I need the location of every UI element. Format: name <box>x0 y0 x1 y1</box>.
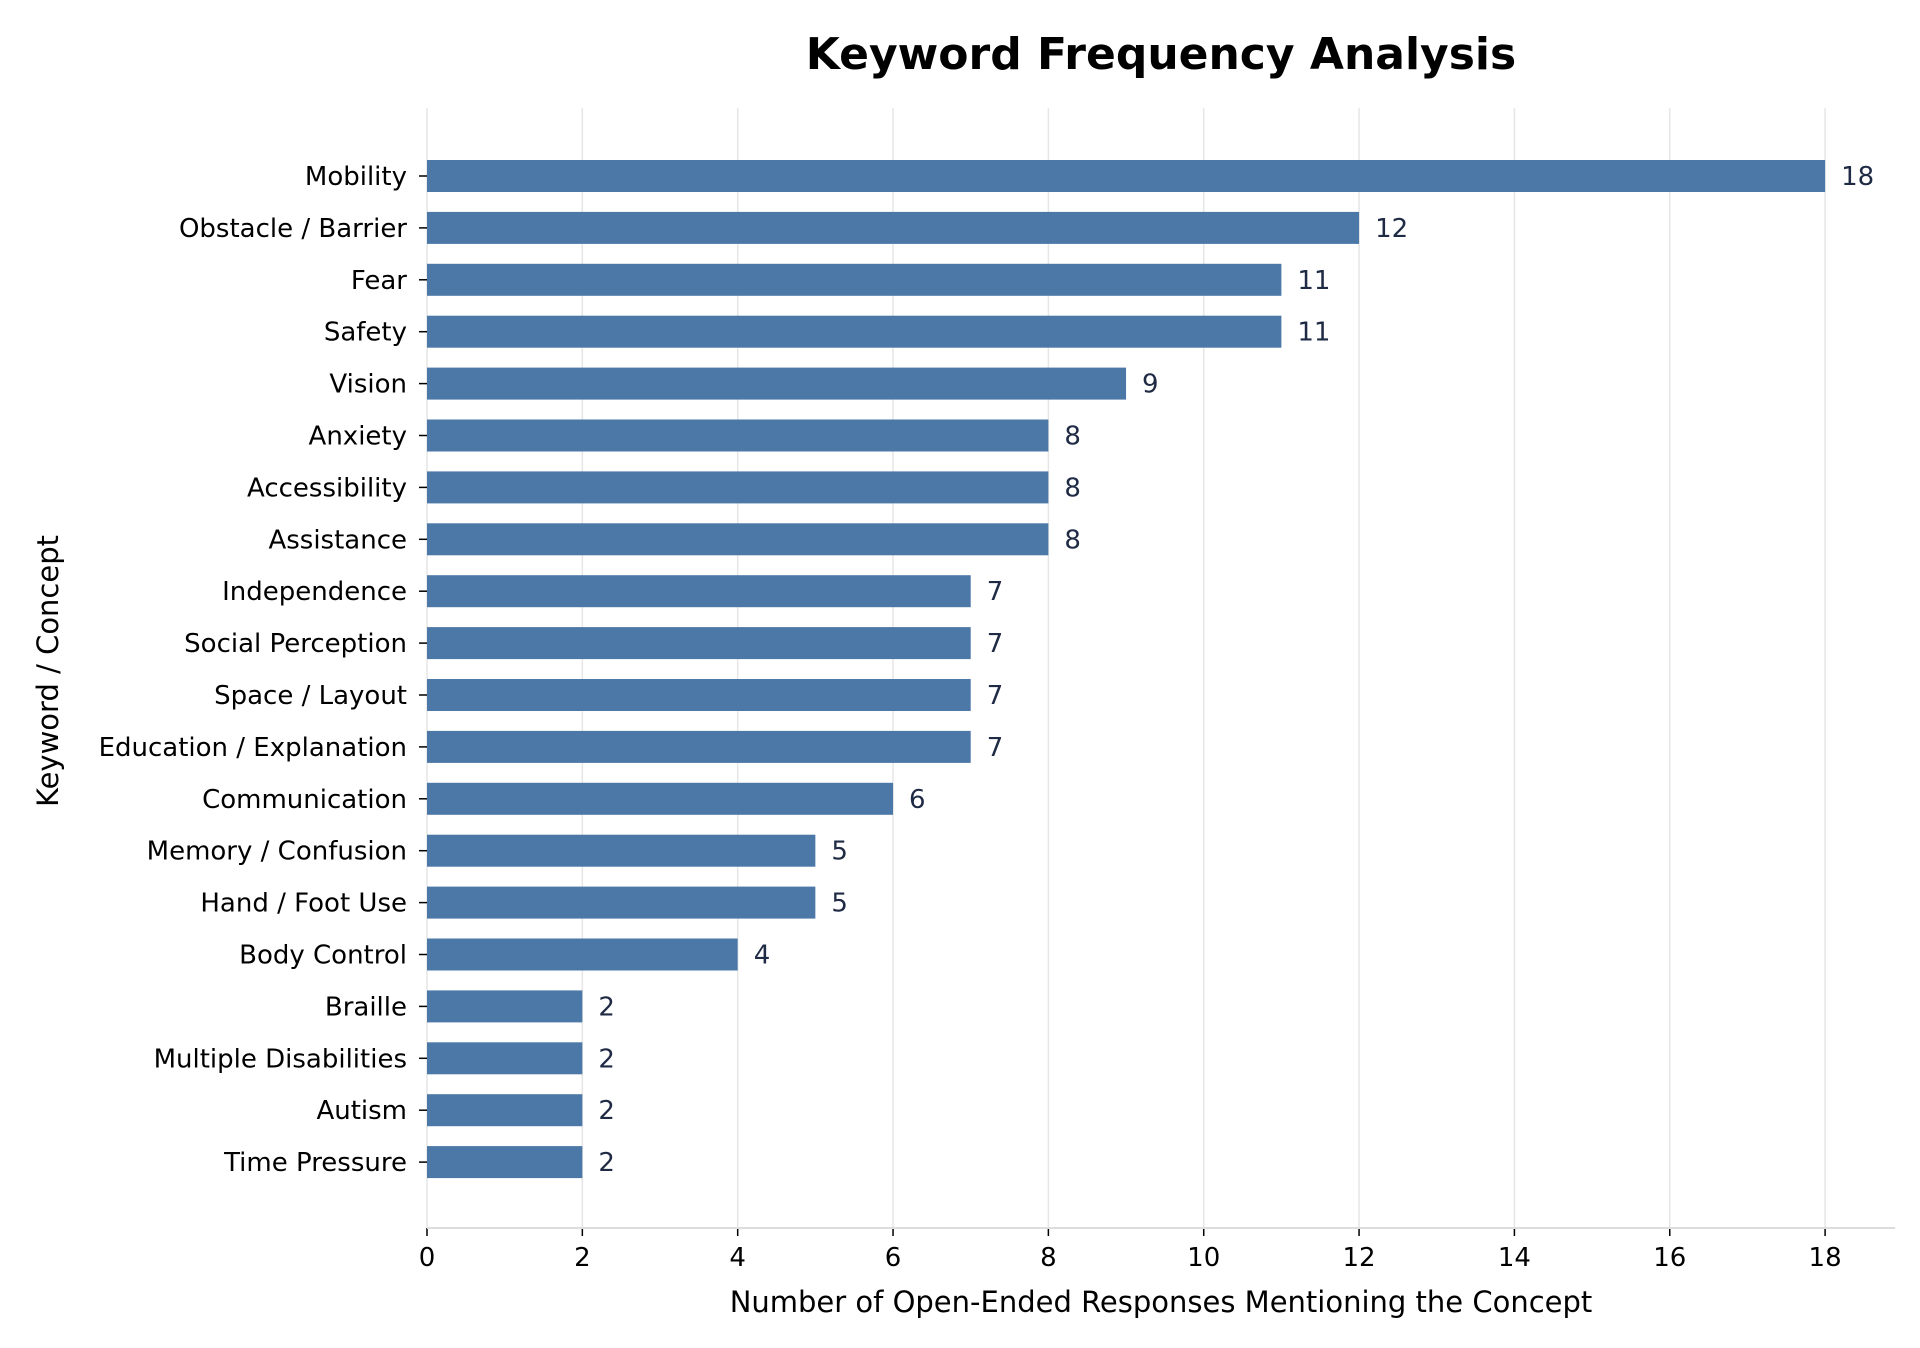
bar-value-label: 7 <box>987 733 1004 763</box>
y-tick-label: Communication <box>202 785 407 815</box>
bar-18 <box>427 1094 583 1127</box>
y-tick-label: Mobility <box>305 162 407 192</box>
bar-15 <box>427 938 738 971</box>
chart-title: Keyword Frequency Analysis <box>806 29 1516 80</box>
x-tick-label: 4 <box>729 1243 746 1273</box>
x-tick-label: 10 <box>1187 1243 1220 1273</box>
y-tick-label: Anxiety <box>309 422 407 452</box>
bar-16 <box>427 990 583 1023</box>
y-tick-label: Social Perception <box>184 629 407 659</box>
y-axis-title: Keyword / Concept <box>31 535 65 807</box>
bar-value-label: 7 <box>987 577 1004 607</box>
x-tick-label: 0 <box>419 1243 436 1273</box>
bar-value-label: 11 <box>1297 318 1330 348</box>
bar-value-label: 5 <box>831 889 848 919</box>
y-tick-label: Time Pressure <box>223 1148 407 1178</box>
y-tick-label: Education / Explanation <box>99 733 407 763</box>
x-tick-label: 12 <box>1343 1243 1376 1273</box>
y-tick-label: Independence <box>222 577 407 607</box>
y-tick-label: Multiple Disabilities <box>154 1044 407 1074</box>
bar-12 <box>427 782 894 815</box>
bar-6 <box>427 471 1049 504</box>
y-tick-label: Assistance <box>268 525 407 555</box>
bar-value-label: 9 <box>1142 370 1159 400</box>
y-tick-label: Vision <box>329 370 407 400</box>
y-tick-label: Accessibility <box>247 473 407 503</box>
x-tick-label: 2 <box>574 1243 591 1273</box>
x-tick-label: 14 <box>1498 1243 1531 1273</box>
bar-value-label: 18 <box>1841 162 1874 192</box>
y-tick-label: Braille <box>325 992 407 1022</box>
bar-8 <box>427 575 971 608</box>
bar-11 <box>427 730 971 763</box>
bar-5 <box>427 419 1049 452</box>
y-tick-label: Memory / Confusion <box>147 837 407 867</box>
x-tick-label: 6 <box>885 1243 902 1273</box>
y-tick-label: Space / Layout <box>214 681 407 711</box>
y-tick-label: Body Control <box>239 941 407 971</box>
bar-1 <box>427 211 1360 244</box>
bar-4 <box>427 367 1127 400</box>
x-axis-title: Number of Open-Ended Responses Mentionin… <box>730 1285 1593 1319</box>
y-tick-label: Safety <box>324 318 407 348</box>
bar-19 <box>427 1146 583 1179</box>
y-tick-label: Autism <box>316 1096 407 1126</box>
bar-2 <box>427 263 1282 296</box>
x-tick-label: 8 <box>1040 1243 1057 1273</box>
y-tick-label: Fear <box>351 266 407 296</box>
bar-value-label: 7 <box>987 629 1004 659</box>
bar-value-label: 6 <box>909 785 926 815</box>
bar-value-label: 2 <box>598 1044 615 1074</box>
bar-0 <box>427 160 1826 192</box>
bar-value-label: 4 <box>754 941 771 971</box>
bar-value-label: 2 <box>598 992 615 1022</box>
x-tick-label: 18 <box>1809 1243 1842 1273</box>
bar-value-label: 12 <box>1375 214 1408 244</box>
axes: 0 2 4 6 8 10 12 14 16 18 Mobility Obstacle / Barrie… <box>99 162 1895 1273</box>
bar-9 <box>427 627 971 660</box>
bar-13 <box>427 834 816 867</box>
bar-10 <box>427 679 971 711</box>
bar-value-label: 7 <box>987 681 1004 711</box>
x-tick-label: 16 <box>1653 1243 1686 1273</box>
bars: 18 12 11 11 9 8 8 8 7 7 7 7 6 5 5 4 2 2 2 2 <box>427 160 1874 1179</box>
bar-value-label: 8 <box>1064 525 1081 555</box>
bar-3 <box>427 315 1282 348</box>
y-tick-label: Obstacle / Barrier <box>179 214 407 244</box>
bar-value-label: 8 <box>1064 473 1081 503</box>
bar-value-label: 5 <box>831 837 848 867</box>
bar-14 <box>427 886 816 919</box>
bar-value-label: 11 <box>1297 266 1330 296</box>
bar-value-label: 8 <box>1064 422 1081 452</box>
bar-value-label: 2 <box>598 1096 615 1126</box>
bar-17 <box>427 1042 583 1075</box>
bar-value-label: 2 <box>598 1148 615 1178</box>
y-tick-label: Hand / Foot Use <box>200 889 407 919</box>
bar-7 <box>427 523 1049 556</box>
